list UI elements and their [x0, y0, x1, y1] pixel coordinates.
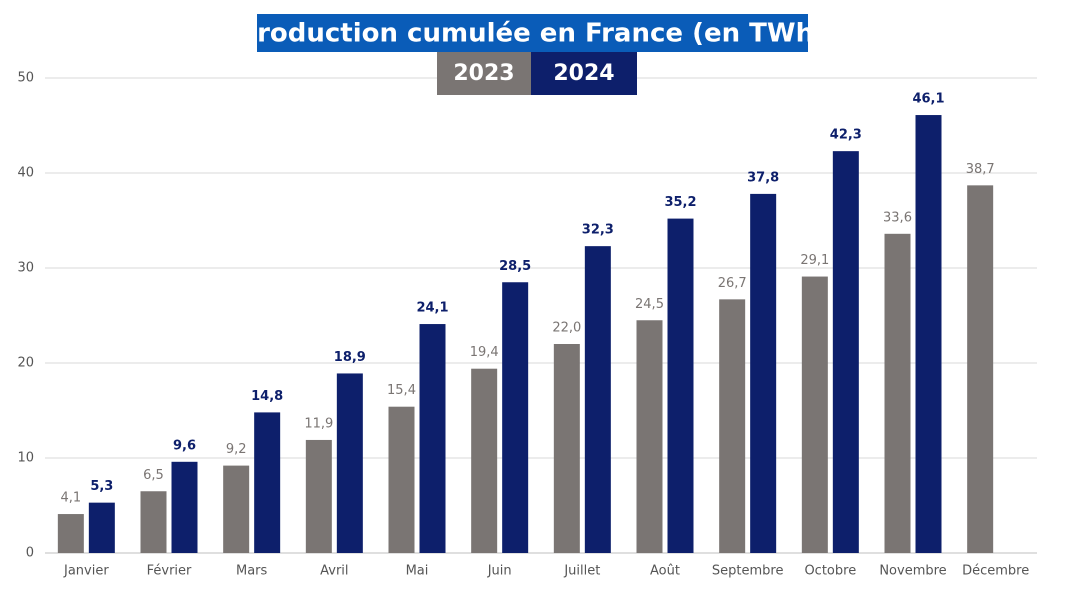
- x-tick-label: Août: [650, 564, 680, 579]
- y-tick-label: 50: [17, 71, 34, 86]
- value-label: 4,1: [60, 491, 81, 506]
- bar: [967, 185, 994, 553]
- bar: [140, 491, 167, 553]
- bar: [832, 151, 859, 553]
- value-label: 24,5: [635, 297, 664, 312]
- bar: [305, 439, 332, 553]
- legend-label: 2023: [453, 61, 514, 86]
- value-label: 46,1: [912, 92, 944, 107]
- value-label: 24,1: [416, 301, 448, 316]
- bar: [884, 233, 911, 554]
- bar: [750, 193, 777, 553]
- x-tick-label: Mars: [236, 564, 268, 579]
- y-tick-label: 20: [17, 356, 34, 371]
- value-label: 9,6: [173, 438, 196, 453]
- value-label: 35,2: [664, 195, 696, 210]
- bar: [57, 514, 84, 553]
- bar: [223, 465, 250, 553]
- bar: [336, 373, 363, 553]
- value-label: 11,9: [304, 416, 333, 431]
- x-tick-label: Décembre: [962, 564, 1029, 579]
- bar: [171, 461, 198, 553]
- bar: [915, 115, 942, 554]
- bar: [471, 368, 498, 553]
- x-tick-label: Avril: [320, 564, 348, 579]
- bar: [388, 406, 415, 553]
- value-label: 26,7: [718, 276, 747, 291]
- value-label: 28,5: [499, 259, 531, 274]
- y-tick-label: 30: [17, 261, 34, 276]
- legend-swatch: [437, 52, 531, 95]
- x-tick-label: Février: [147, 564, 192, 579]
- x-tick-label: Octobre: [804, 564, 856, 579]
- value-label: 38,7: [966, 162, 995, 177]
- bar: [636, 320, 663, 553]
- bar: [419, 324, 446, 553]
- value-label: 15,4: [387, 383, 416, 398]
- x-tick-label: Novembre: [879, 564, 946, 579]
- x-tick-label: Mai: [406, 564, 429, 579]
- bar: [667, 218, 694, 553]
- value-label: 32,3: [582, 223, 614, 238]
- y-tick-label: 0: [26, 546, 34, 561]
- bar: [801, 276, 828, 553]
- value-label: 37,8: [747, 170, 779, 185]
- bar: [719, 299, 746, 553]
- value-label: 42,3: [830, 128, 862, 143]
- value-label: 22,0: [552, 321, 581, 336]
- x-tick-label: Janvier: [63, 564, 109, 579]
- title-box: [257, 14, 808, 52]
- legend-label: 2024: [553, 61, 614, 86]
- bar: [502, 282, 529, 553]
- value-label: 6,5: [143, 468, 164, 483]
- value-label: 18,9: [334, 350, 366, 365]
- x-tick-label: Septembre: [712, 564, 784, 579]
- value-label: 14,8: [251, 389, 283, 404]
- bar: [254, 412, 281, 553]
- value-label: 5,3: [90, 479, 113, 494]
- y-tick-label: 10: [17, 451, 34, 466]
- y-tick-label: 40: [17, 166, 34, 181]
- value-label: 33,6: [883, 210, 912, 225]
- value-label: 19,4: [470, 345, 499, 360]
- x-tick-label: Juin: [487, 564, 512, 579]
- legend-swatch: [531, 52, 637, 95]
- bar: [584, 246, 611, 553]
- value-label: 29,1: [800, 253, 829, 268]
- x-tick-label: Juillet: [563, 564, 600, 579]
- bar: [88, 502, 115, 553]
- value-label: 9,2: [226, 442, 247, 457]
- chart-title: Production cumulée en France (en TWh): [238, 19, 826, 49]
- bar: [553, 344, 580, 553]
